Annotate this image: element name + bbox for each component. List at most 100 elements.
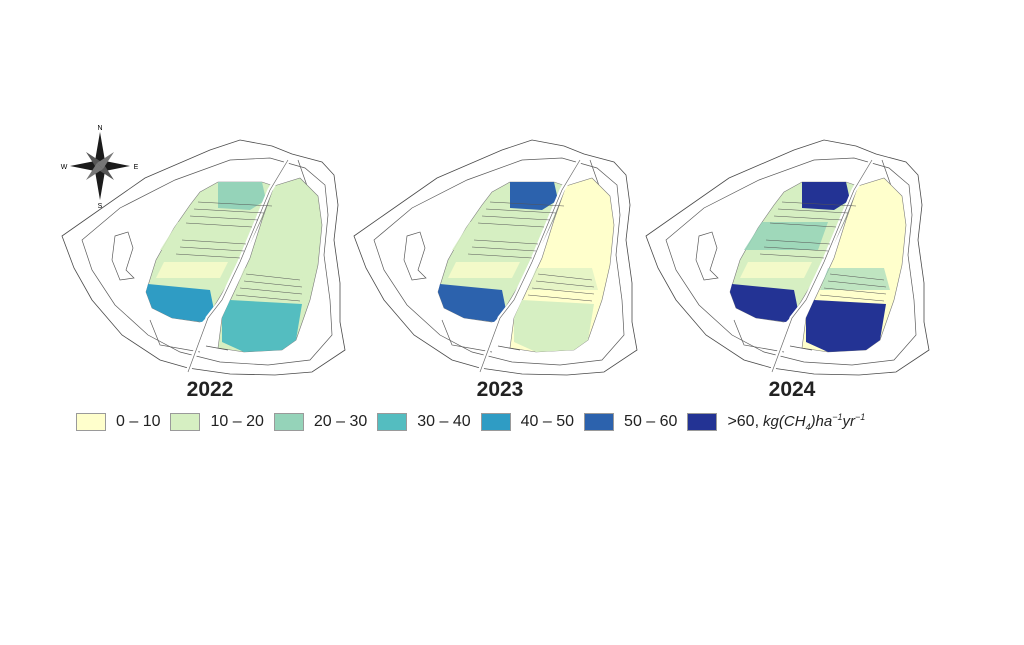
drainage-line <box>239 287 303 295</box>
track-line <box>497 345 521 351</box>
legend-swatch <box>480 413 511 431</box>
drainage-line <box>759 253 825 259</box>
legend-label: 20 – 30 <box>313 413 368 430</box>
track-line <box>789 345 813 351</box>
drainage-line <box>471 246 537 252</box>
drainage-line <box>763 246 829 252</box>
drainage-line <box>175 253 241 259</box>
legend-label: >60, <box>727 413 760 430</box>
east-mid-band <box>528 268 598 290</box>
road-edge <box>479 159 581 373</box>
light-band <box>448 262 520 278</box>
drainage-line <box>777 208 849 214</box>
inner-outline <box>373 157 625 366</box>
middle-band <box>452 222 536 250</box>
boundary-outline <box>61 139 346 376</box>
drainage-line <box>181 239 247 245</box>
map-year-2024: 2024 <box>768 378 816 401</box>
pond-outline <box>695 231 719 281</box>
drainage-line <box>189 215 259 221</box>
drainage-line <box>773 215 843 221</box>
legend-item: 40 – 50 <box>480 413 575 431</box>
east-mid-band <box>236 268 306 290</box>
inner-outline <box>665 157 917 366</box>
drainage-line <box>245 273 301 281</box>
legend-swatch <box>584 413 615 431</box>
north-field <box>218 182 266 210</box>
drainage-line <box>819 294 885 302</box>
road-edge <box>187 159 289 373</box>
middle-band <box>744 222 828 250</box>
parcel-line <box>149 319 201 353</box>
drainage-line <box>481 215 551 221</box>
drainage-line <box>527 294 593 302</box>
east-lower-band <box>514 300 594 352</box>
west-tip <box>146 284 214 322</box>
north-field <box>802 182 850 210</box>
map-year-2023: 2023 <box>476 378 524 401</box>
drainage-line <box>537 273 593 281</box>
parcel-line <box>441 319 493 353</box>
track-line <box>205 345 229 351</box>
drainage-line <box>765 239 831 245</box>
light-band <box>156 262 228 278</box>
legend-swatch <box>687 413 718 431</box>
map-year-2022: 2022 <box>186 378 234 401</box>
compass-east: E <box>134 164 139 171</box>
drainage-line <box>243 280 303 288</box>
drainage-line <box>829 273 885 281</box>
drainage-line <box>185 222 253 228</box>
map-panel <box>645 139 930 376</box>
east-mid-band <box>820 268 890 290</box>
east-lower-band <box>806 300 886 352</box>
legend-swatch <box>170 413 201 431</box>
compass-rose-icon: N S W E <box>61 125 139 210</box>
drainage-line <box>193 208 265 214</box>
drainage-line <box>489 201 565 207</box>
drainage-line <box>823 287 887 295</box>
legend-label: 10 – 20 <box>210 413 264 430</box>
drainage-line <box>473 239 539 245</box>
parcel-line <box>733 319 785 353</box>
inner-outline <box>81 157 333 366</box>
drainage-line <box>531 287 595 295</box>
legend-label: 30 – 40 <box>417 413 471 430</box>
drainage-line <box>769 222 837 228</box>
east-lower-band <box>222 300 302 352</box>
map-panel <box>353 139 638 376</box>
compass-west: W <box>61 164 68 171</box>
legend-swatch <box>273 413 304 431</box>
drainage-line <box>179 246 245 252</box>
legend-label: 50 – 60 <box>624 413 678 430</box>
drainage-line <box>535 280 595 288</box>
west-tip <box>730 284 798 322</box>
legend-item: 50 – 60 <box>584 413 677 431</box>
legend: 0 – 10 10 – 20 20 – 30 30 – 40 40 – 50 5… <box>76 412 865 432</box>
pond-outline <box>403 231 427 281</box>
north-field <box>510 182 558 210</box>
legend-item: 30 – 40 <box>377 413 471 431</box>
drainage-line <box>235 294 301 302</box>
legend-swatch <box>76 413 106 431</box>
legend-label: 40 – 50 <box>520 413 575 430</box>
legend-item: 20 – 30 <box>273 413 368 431</box>
boundary-outline <box>353 139 638 376</box>
west-tip <box>438 284 506 322</box>
drainage-line <box>477 222 545 228</box>
middle-band <box>160 222 244 250</box>
light-band <box>740 262 812 278</box>
legend-item: 0 – 10 <box>76 413 160 431</box>
map-panel <box>61 139 346 376</box>
pond-outline <box>111 231 135 281</box>
road-edge <box>771 159 873 373</box>
drainage-line <box>467 253 533 259</box>
legend-item: >60, <box>687 413 759 431</box>
drainage-line <box>197 201 273 207</box>
drainage-line <box>781 201 857 207</box>
compass-north: N <box>97 125 102 132</box>
drainage-line <box>485 208 557 214</box>
compass-south: S <box>98 203 103 210</box>
drainage-line <box>827 280 887 288</box>
boundary-outline <box>645 139 930 376</box>
